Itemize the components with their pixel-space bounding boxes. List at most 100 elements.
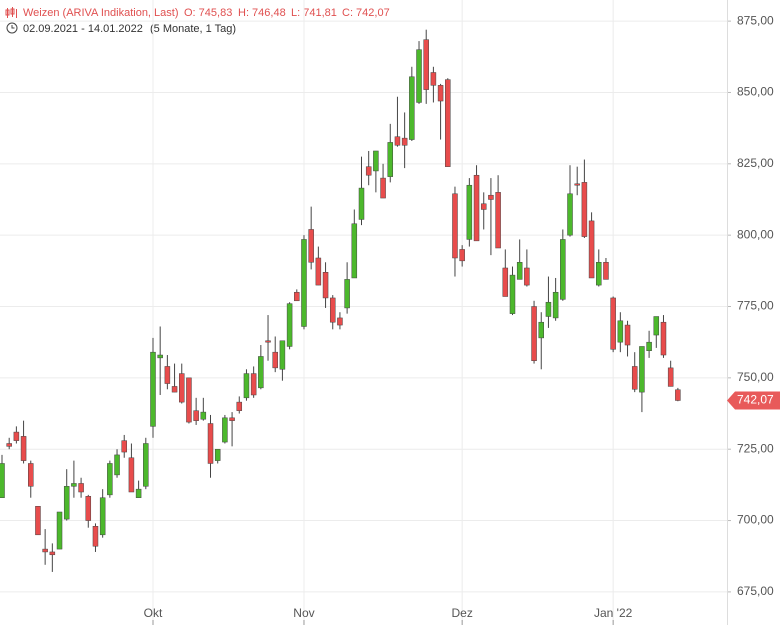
candle-body (250, 373, 257, 396)
candle-body (574, 183, 580, 186)
y-tick-label: 700,00 (737, 513, 774, 527)
candle-body (42, 548, 48, 553)
candle-body (653, 316, 660, 336)
y-tick-label: 725,00 (737, 441, 774, 455)
candle-body (495, 192, 501, 249)
candle-body (229, 417, 235, 421)
candle-body (121, 440, 127, 453)
candle-body (236, 401, 243, 411)
candle-body (631, 366, 638, 390)
candle-body (193, 410, 199, 421)
candle-body (200, 411, 207, 420)
period: (5 Monate, 1 Tag) (150, 23, 236, 35)
x-tick-label: Dez (451, 606, 472, 620)
high-price: H: 746,48 (238, 7, 286, 19)
y-tick-label: 875,00 (737, 13, 774, 27)
y-tick-label: 825,00 (737, 156, 774, 170)
candle-body (617, 320, 624, 343)
candle-body (567, 193, 573, 236)
candle-body (20, 436, 27, 461)
candle-body (423, 39, 429, 90)
candle-body (344, 279, 350, 309)
candle-body (294, 291, 300, 302)
candle-body (143, 443, 149, 487)
candle-body (258, 356, 264, 389)
instrument-title: Weizen (ARIVA Indikation, Last) (23, 7, 179, 19)
candle-body (186, 377, 192, 423)
candle-body (437, 85, 444, 102)
candle-body (473, 174, 480, 242)
y-tick-label: 775,00 (737, 299, 774, 313)
candle-body (35, 506, 41, 536)
x-tick-label: Okt (144, 606, 163, 620)
last-price-label: 742,07 (737, 393, 774, 407)
candle-body (6, 443, 12, 447)
candle-body (466, 184, 473, 240)
candle-body (430, 72, 437, 86)
candle-body (646, 341, 652, 351)
y-tick-label: 675,00 (737, 584, 774, 598)
candle-body (380, 177, 386, 199)
last-price-marker (727, 391, 780, 410)
y-tick-label: 750,00 (737, 370, 774, 384)
candle-body (365, 166, 372, 176)
candle-body (308, 229, 314, 263)
low-price: L: 741,81 (291, 7, 337, 19)
candle-body (524, 267, 530, 286)
candle-body (71, 483, 77, 487)
candle-body (78, 483, 84, 493)
candle-body (502, 267, 509, 297)
candle-body (560, 239, 566, 300)
date-range: 02.09.2021 - 14.01.2022 (23, 23, 143, 35)
candle-body (387, 142, 394, 177)
candle-body (667, 367, 674, 387)
candle-body (394, 136, 401, 146)
candle-body (63, 486, 70, 520)
candle-body (272, 351, 278, 369)
candle-body (279, 340, 286, 370)
candle-body (639, 346, 645, 393)
candle-body (581, 182, 588, 237)
header-icon (5, 7, 17, 18)
candle-body (157, 354, 163, 359)
candle-body (337, 317, 343, 326)
x-tick-label: Nov (293, 606, 314, 620)
candle-body (114, 454, 120, 476)
candle-body (99, 497, 106, 536)
candle-body (243, 373, 250, 399)
candle-body (286, 303, 293, 347)
candle-body (488, 194, 494, 200)
candle-body (207, 423, 214, 464)
candle-body (660, 321, 667, 356)
candle-body (538, 321, 544, 339)
y-tick-label: 800,00 (737, 227, 774, 241)
candle-body (509, 274, 516, 314)
candle-body (56, 511, 63, 550)
candle-body (171, 386, 178, 393)
candle-body (445, 79, 451, 167)
candle-body (222, 417, 228, 443)
candle-body (301, 239, 307, 327)
candle-body (516, 262, 523, 280)
candle-body (373, 150, 379, 172)
candle-body (315, 257, 322, 286)
candle-body (135, 488, 142, 498)
clock-icon (6, 22, 18, 34)
candle-body (179, 373, 185, 403)
candle-body (675, 389, 681, 401)
candle-body (49, 551, 56, 556)
candle-body (329, 297, 336, 323)
candle-body (128, 457, 135, 493)
candle-body (610, 297, 616, 350)
candle-body (603, 262, 609, 280)
close-price: C: 742,07 (342, 7, 390, 19)
candle-body (480, 203, 487, 210)
candle-body (85, 496, 92, 521)
candle-body (531, 306, 537, 361)
y-tick-label: 850,00 (737, 85, 774, 99)
candle-body (92, 526, 99, 547)
candle-body (624, 324, 631, 346)
candle-body (13, 431, 20, 441)
